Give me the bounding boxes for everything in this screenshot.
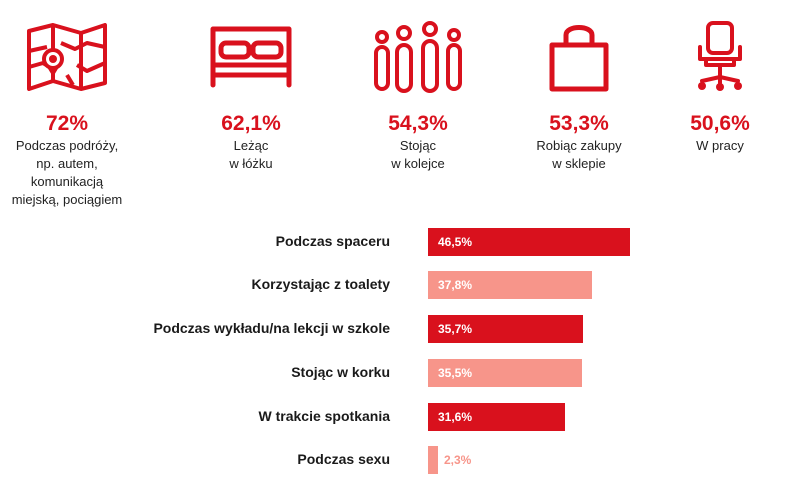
bar-value-label: 35,5%: [438, 366, 473, 380]
bar-value-label: 31,6%: [438, 410, 473, 424]
stat-label: W pracy: [696, 138, 744, 153]
stat-value: 53,3%: [549, 112, 609, 135]
stat-shopping: 53,3% Robiąc zakupy w sklepie: [504, 18, 654, 173]
people-standing-icon: [343, 18, 493, 96]
bar-row: Stojąc w korku 35,5%: [0, 359, 795, 387]
stat-label: Stojąc w kolejce: [391, 138, 445, 171]
stat-value: 54,3%: [388, 112, 448, 135]
bar-category-label: Podczas sexu: [297, 451, 390, 467]
bar: [428, 315, 584, 343]
bar-value-label: 2,3%: [443, 453, 472, 467]
stat-work: 50,6% W pracy: [645, 18, 795, 155]
bar: [428, 228, 630, 256]
bar-row: Podczas sexu 2,3%: [0, 446, 795, 474]
bar-row: W trakcie spotkania 31,6%: [0, 403, 795, 431]
stat-value: 50,6%: [690, 112, 750, 135]
bar-row: Korzystając z toalety 37,8%: [0, 271, 795, 299]
bar-category-label: Stojąc w korku: [291, 364, 390, 380]
map-icon: [0, 18, 142, 96]
bar-value-label: 35,7%: [438, 322, 473, 336]
bar-category-label: Podczas spaceru: [275, 233, 390, 249]
stat-label: Podczas podróży, np. autem, komunikacją …: [11, 138, 123, 207]
bar: [428, 446, 438, 474]
stat-travel: 72% Podczas podróży, np. autem, komunika…: [0, 18, 142, 209]
bar: [428, 359, 583, 387]
bar-category-label: W trakcie spotkania: [258, 408, 391, 424]
bed-icon: [176, 18, 326, 96]
stat-queue: 54,3% Stojąc w kolejce: [343, 18, 493, 173]
stat-bed: 62,1% Leżąc w łóżku: [176, 18, 326, 173]
stat-value: 62,1%: [221, 112, 281, 135]
bar-value-label: 37,8%: [438, 278, 473, 292]
bar: [428, 271, 593, 299]
office-chair-icon: [645, 18, 795, 96]
bar-category-label: Korzystając z toalety: [251, 276, 391, 292]
bar-category-label: Podczas wykładu/na lekcji w szkole: [153, 320, 390, 336]
stat-label: Robiąc zakupy w sklepie: [536, 138, 622, 171]
bar: [428, 403, 566, 431]
stat-label: Leżąc w łóżku: [229, 138, 273, 171]
shopping-bag-icon: [504, 18, 654, 96]
bar-value-label: 46,5%: [438, 235, 473, 249]
bar-row: Podczas wykładu/na lekcji w szkole 35,7%: [0, 315, 795, 343]
stat-value: 72%: [45, 112, 89, 135]
bar-row: Podczas spaceru 46,5%: [0, 228, 795, 256]
